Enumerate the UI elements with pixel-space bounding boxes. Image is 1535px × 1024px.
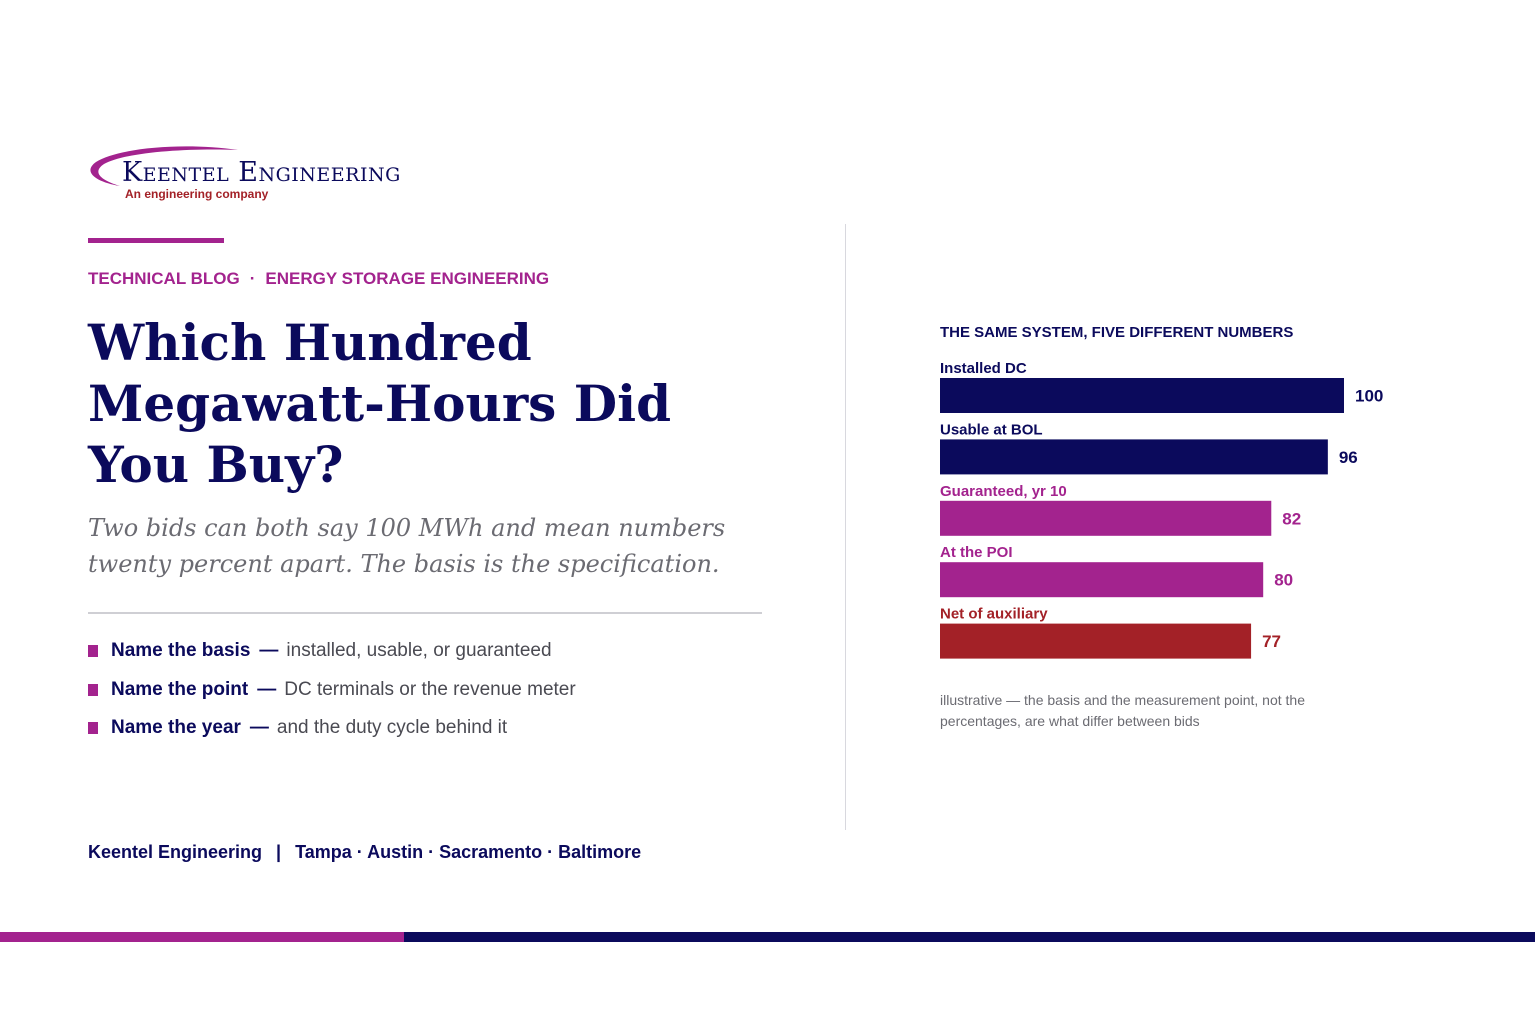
column-divider — [845, 224, 846, 830]
divider — [88, 612, 762, 614]
point-dash: — — [259, 640, 279, 661]
bar-value-label: 96 — [1339, 448, 1358, 467]
point-detail: installed, usable, or guaranteed — [286, 640, 552, 661]
bar-chart: Installed DC 100 Usable at BOL 96 Guaranteed… — [940, 360, 1383, 659]
footer: Keentel Engineering | Tampa · Austin · Sac… — [88, 840, 641, 864]
chart-note: illustrative — the basis and the measure… — [940, 692, 1305, 729]
bar-category-label: Usable at BOL — [940, 421, 1043, 438]
footer-company: Keentel Engineering — [88, 842, 263, 862]
eyebrow-topic: ENERGY STORAGE ENGINEERING — [265, 269, 550, 288]
bullet-square-icon — [88, 683, 98, 696]
logo-tagline: An engineering company — [125, 187, 269, 201]
point-dash: — — [257, 678, 277, 700]
list-item: Name the basis — installed, usable, or gua… — [88, 636, 576, 675]
bar-value-label: 80 — [1274, 571, 1293, 590]
company-logo: Keentel Engineering An engineering compa… — [88, 144, 468, 206]
point-detail: and the duty cycle behind it — [276, 717, 508, 738]
list-item: Name the year — and the duty cycle behind … — [88, 713, 576, 752]
point-lead: Name the basis — [111, 640, 251, 661]
accent-rule — [88, 238, 224, 243]
point-lead: Name the year — [111, 717, 241, 738]
bar-value-label: 82 — [1282, 509, 1301, 528]
list-item: Name the point — DC terminals or the reven… — [88, 675, 576, 714]
logo-swoosh-icon — [90, 146, 239, 186]
bar-category-label: Guaranteed, yr 10 — [940, 483, 1067, 500]
logo-wordmark: Keentel Engineering — [122, 157, 401, 188]
footer-band-navy — [404, 932, 1535, 942]
bar-value-label: 77 — [1262, 632, 1281, 651]
chart-title: THE SAME SYSTEM, FIVE DIFFERENT NUMBERS — [940, 324, 1294, 341]
bullet-square-icon — [88, 645, 98, 657]
bar — [940, 439, 1328, 475]
bar — [940, 562, 1264, 598]
footer-band-magenta — [0, 932, 404, 942]
bar-value-label: 100 — [1355, 387, 1383, 406]
eyebrow: TECHNICAL BLOG · ENERGY STORAGE ENGINEERIN… — [88, 268, 549, 290]
bullet-square-icon — [88, 722, 98, 734]
page-title: Which Hundred Megawatt-Hours Did You Buy… — [88, 313, 672, 494]
subtitle: Two bids can both say 100 MWh and mean n… — [88, 514, 726, 578]
bar-category-label: Installed DC — [940, 360, 1027, 377]
bar — [940, 378, 1344, 413]
bar — [940, 500, 1272, 536]
bar — [940, 623, 1252, 659]
key-points-list: Name the basis — installed, usable, or gua… — [88, 636, 576, 752]
eyebrow-separator: · — [249, 269, 256, 288]
bar-category-label: At the POI — [940, 544, 1013, 561]
point-detail: DC terminals or the revenue meter — [284, 678, 576, 700]
footer-separator: | — [276, 842, 282, 862]
bar-category-label: Net of auxiliary — [940, 606, 1048, 623]
eyebrow-category: TECHNICAL BLOG — [88, 269, 240, 288]
point-dash: — — [249, 717, 269, 738]
point-lead: Name the point — [111, 678, 249, 700]
footer-locations: Tampa · Austin · Sacramento · Baltimore — [295, 842, 642, 862]
